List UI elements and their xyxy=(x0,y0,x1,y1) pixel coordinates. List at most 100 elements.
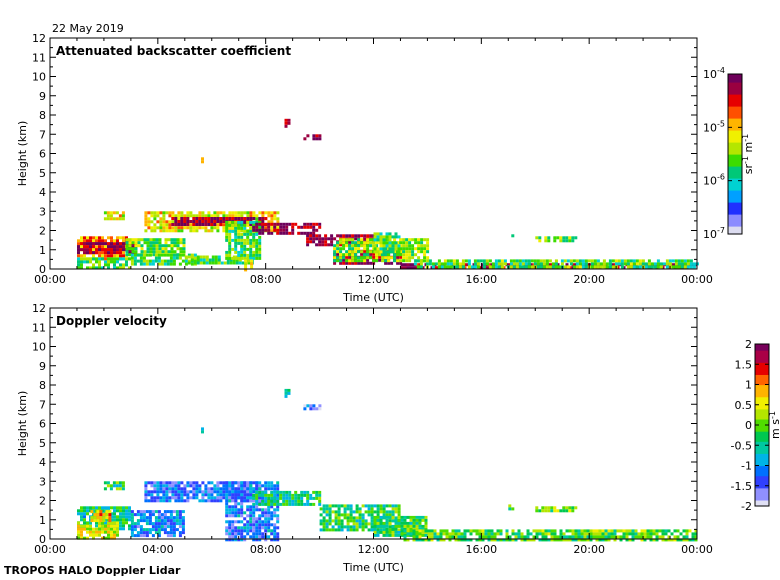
heatmap-cell xyxy=(425,262,429,266)
heatmap-cell xyxy=(243,517,247,521)
heatmap-cell xyxy=(619,538,623,542)
heatmap-cell xyxy=(202,258,206,262)
heatmap-cell xyxy=(243,211,247,215)
heatmap-cell xyxy=(484,535,488,539)
heatmap-cell xyxy=(104,248,107,252)
heatmap-cell xyxy=(150,214,154,218)
heatmap-cell xyxy=(388,515,392,519)
heatmap-cell xyxy=(255,532,259,536)
heatmap-cell xyxy=(210,493,214,497)
colorbar-step xyxy=(728,114,742,117)
heatmap-cell xyxy=(517,529,521,533)
heatmap-cell xyxy=(300,490,304,494)
heatmap-cell xyxy=(592,529,596,533)
heatmap-cell xyxy=(261,514,265,518)
heatmap-cell xyxy=(116,527,119,531)
heatmap-cell xyxy=(412,518,416,522)
heatmap-cell xyxy=(207,499,211,503)
heatmap-cell xyxy=(364,525,368,529)
heatmap-cell xyxy=(152,238,156,242)
heatmap-cell xyxy=(424,529,428,533)
heatmap-cell xyxy=(125,509,128,513)
heatmap-cell xyxy=(252,499,256,503)
heatmap-cell xyxy=(243,511,247,515)
heatmap-cell xyxy=(192,490,196,494)
heatmap-cell xyxy=(458,265,462,269)
heatmap-cell xyxy=(116,236,119,240)
heatmap-cell xyxy=(172,256,176,260)
heatmap-cell xyxy=(643,529,647,533)
heatmap-cell xyxy=(166,522,170,526)
heatmap-cell xyxy=(243,244,247,248)
heatmap-cell xyxy=(258,487,262,491)
heatmap-cell xyxy=(156,484,160,488)
heatmap-cell xyxy=(664,538,668,542)
heatmap-cell xyxy=(113,239,116,243)
heatmap-cell xyxy=(652,532,656,536)
colorbar-step xyxy=(728,148,742,151)
heatmap-cell xyxy=(481,529,485,533)
heatmap-cell xyxy=(130,519,134,523)
heatmap-cell xyxy=(109,484,113,488)
heatmap-cell xyxy=(547,506,551,510)
heatmap-cell xyxy=(249,511,253,515)
heatmap-cell xyxy=(640,538,644,542)
heatmap-cell xyxy=(424,521,428,525)
heatmap-cell xyxy=(228,499,232,503)
heatmap-cell xyxy=(174,487,178,491)
heatmap-cell xyxy=(246,496,250,500)
heatmap-cell xyxy=(403,515,407,519)
heatmap-cell xyxy=(113,263,116,267)
heatmap-cell xyxy=(518,259,522,263)
heatmap-cell xyxy=(397,507,401,511)
colorbar-step xyxy=(755,447,769,450)
heatmap-cell xyxy=(276,220,280,224)
heatmap-cell xyxy=(520,532,524,536)
heatmap-cell xyxy=(553,538,557,542)
heatmap-cell xyxy=(602,259,606,263)
heatmap-cell xyxy=(101,506,104,510)
heatmap-cell xyxy=(243,253,247,257)
heatmap-cell xyxy=(393,256,397,260)
heatmap-cell xyxy=(413,262,417,266)
heatmap-cell xyxy=(553,506,557,510)
heatmap-cell xyxy=(169,534,173,538)
heatmap-cell xyxy=(228,493,232,497)
heatmap-cell xyxy=(358,513,362,517)
heatmap-cell xyxy=(440,265,444,269)
heatmap-cell xyxy=(190,262,194,266)
heatmap-cell xyxy=(181,528,185,532)
heatmap-cell xyxy=(541,535,545,539)
heatmap-cell xyxy=(232,258,236,262)
heatmap-cell xyxy=(566,265,570,269)
heatmap-cell xyxy=(144,220,148,224)
heatmap-cell xyxy=(288,490,292,494)
heatmap-cell xyxy=(119,515,122,519)
heatmap-cell xyxy=(175,253,179,257)
heatmap-cell xyxy=(130,531,134,535)
heatmap-cell xyxy=(412,538,416,542)
heatmap-cell xyxy=(228,226,232,230)
heatmap-cell xyxy=(237,211,241,215)
heatmap-cell xyxy=(170,244,174,248)
heatmap-cell xyxy=(357,261,361,265)
heatmap-cell xyxy=(205,261,209,265)
heatmap-cell xyxy=(176,244,180,248)
heatmap-cell xyxy=(249,214,253,218)
heatmap-cell xyxy=(219,481,223,485)
heatmap-cell xyxy=(454,535,458,539)
heatmap-cell xyxy=(144,481,148,485)
heatmap-cell xyxy=(237,241,241,245)
heatmap-cell xyxy=(146,247,150,251)
heatmap-cell xyxy=(144,211,148,215)
heatmap-cell xyxy=(89,506,92,510)
heatmap-cell xyxy=(590,262,594,266)
heatmap-cell xyxy=(258,247,262,251)
heatmap-cell xyxy=(664,529,668,533)
heatmap-cell xyxy=(622,266,626,270)
colorbar-step xyxy=(728,76,742,79)
heatmap-cell xyxy=(235,258,239,262)
heatmap-cell xyxy=(207,493,211,497)
heatmap-cell xyxy=(258,226,262,230)
heatmap-cell xyxy=(276,517,280,521)
